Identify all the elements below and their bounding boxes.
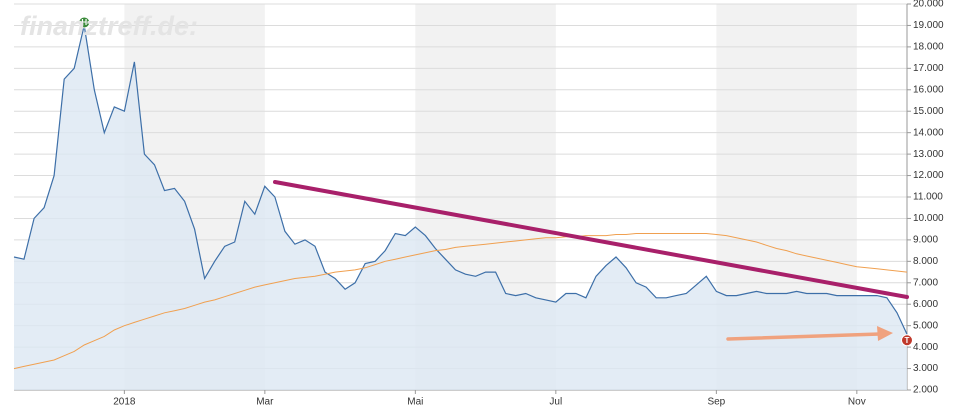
y-tick-label: 8.000	[913, 256, 938, 267]
high-marker-label: H	[81, 18, 87, 27]
x-tick-label: 2018	[113, 397, 136, 408]
y-tick-label: 11.000	[913, 192, 943, 203]
y-tick-label: 10.000	[913, 213, 944, 224]
arrow-head	[877, 326, 893, 341]
y-tick-label: 2.000	[913, 385, 938, 396]
low-marker-label: T	[905, 336, 910, 345]
y-tick-label: 5.000	[913, 320, 938, 331]
low-marker	[901, 334, 913, 347]
y-tick-label: 7.000	[913, 277, 938, 288]
y-tick-label: 17.000	[913, 63, 944, 74]
y-tick-label: 20.000	[913, 0, 944, 10]
y-tick-label: 13.000	[913, 149, 944, 160]
high-marker	[78, 16, 91, 29]
x-tick-label: Mai	[407, 397, 423, 408]
x-tick-label: Mar	[256, 397, 274, 408]
trend-line	[273, 180, 909, 299]
arrow-shaft	[726, 332, 882, 341]
y-tick-label: 16.000	[913, 84, 944, 95]
y-tick-label: 6.000	[913, 299, 938, 310]
y-tick-label: 15.000	[913, 106, 944, 117]
y-tick-label: 3.000	[913, 363, 938, 374]
line	[13, 233, 908, 370]
x-tick-label: Jul	[549, 397, 562, 408]
area	[14, 25, 907, 391]
y-tick-label: 18.000	[913, 42, 944, 53]
y-tick-label: 9.000	[913, 235, 938, 246]
x-tick-label: Sep	[707, 397, 725, 408]
x-tick-label: Nov	[848, 397, 866, 408]
line	[13, 25, 908, 335]
marks: HT	[13, 16, 913, 391]
y-tick-label: 19.000	[913, 20, 944, 31]
watermark: finanztreff.de:	[20, 11, 198, 41]
y-tick-label: 12.000	[913, 170, 944, 181]
y-tick-label: 4.000	[913, 342, 938, 353]
y-tick-label: 14.000	[913, 127, 944, 138]
